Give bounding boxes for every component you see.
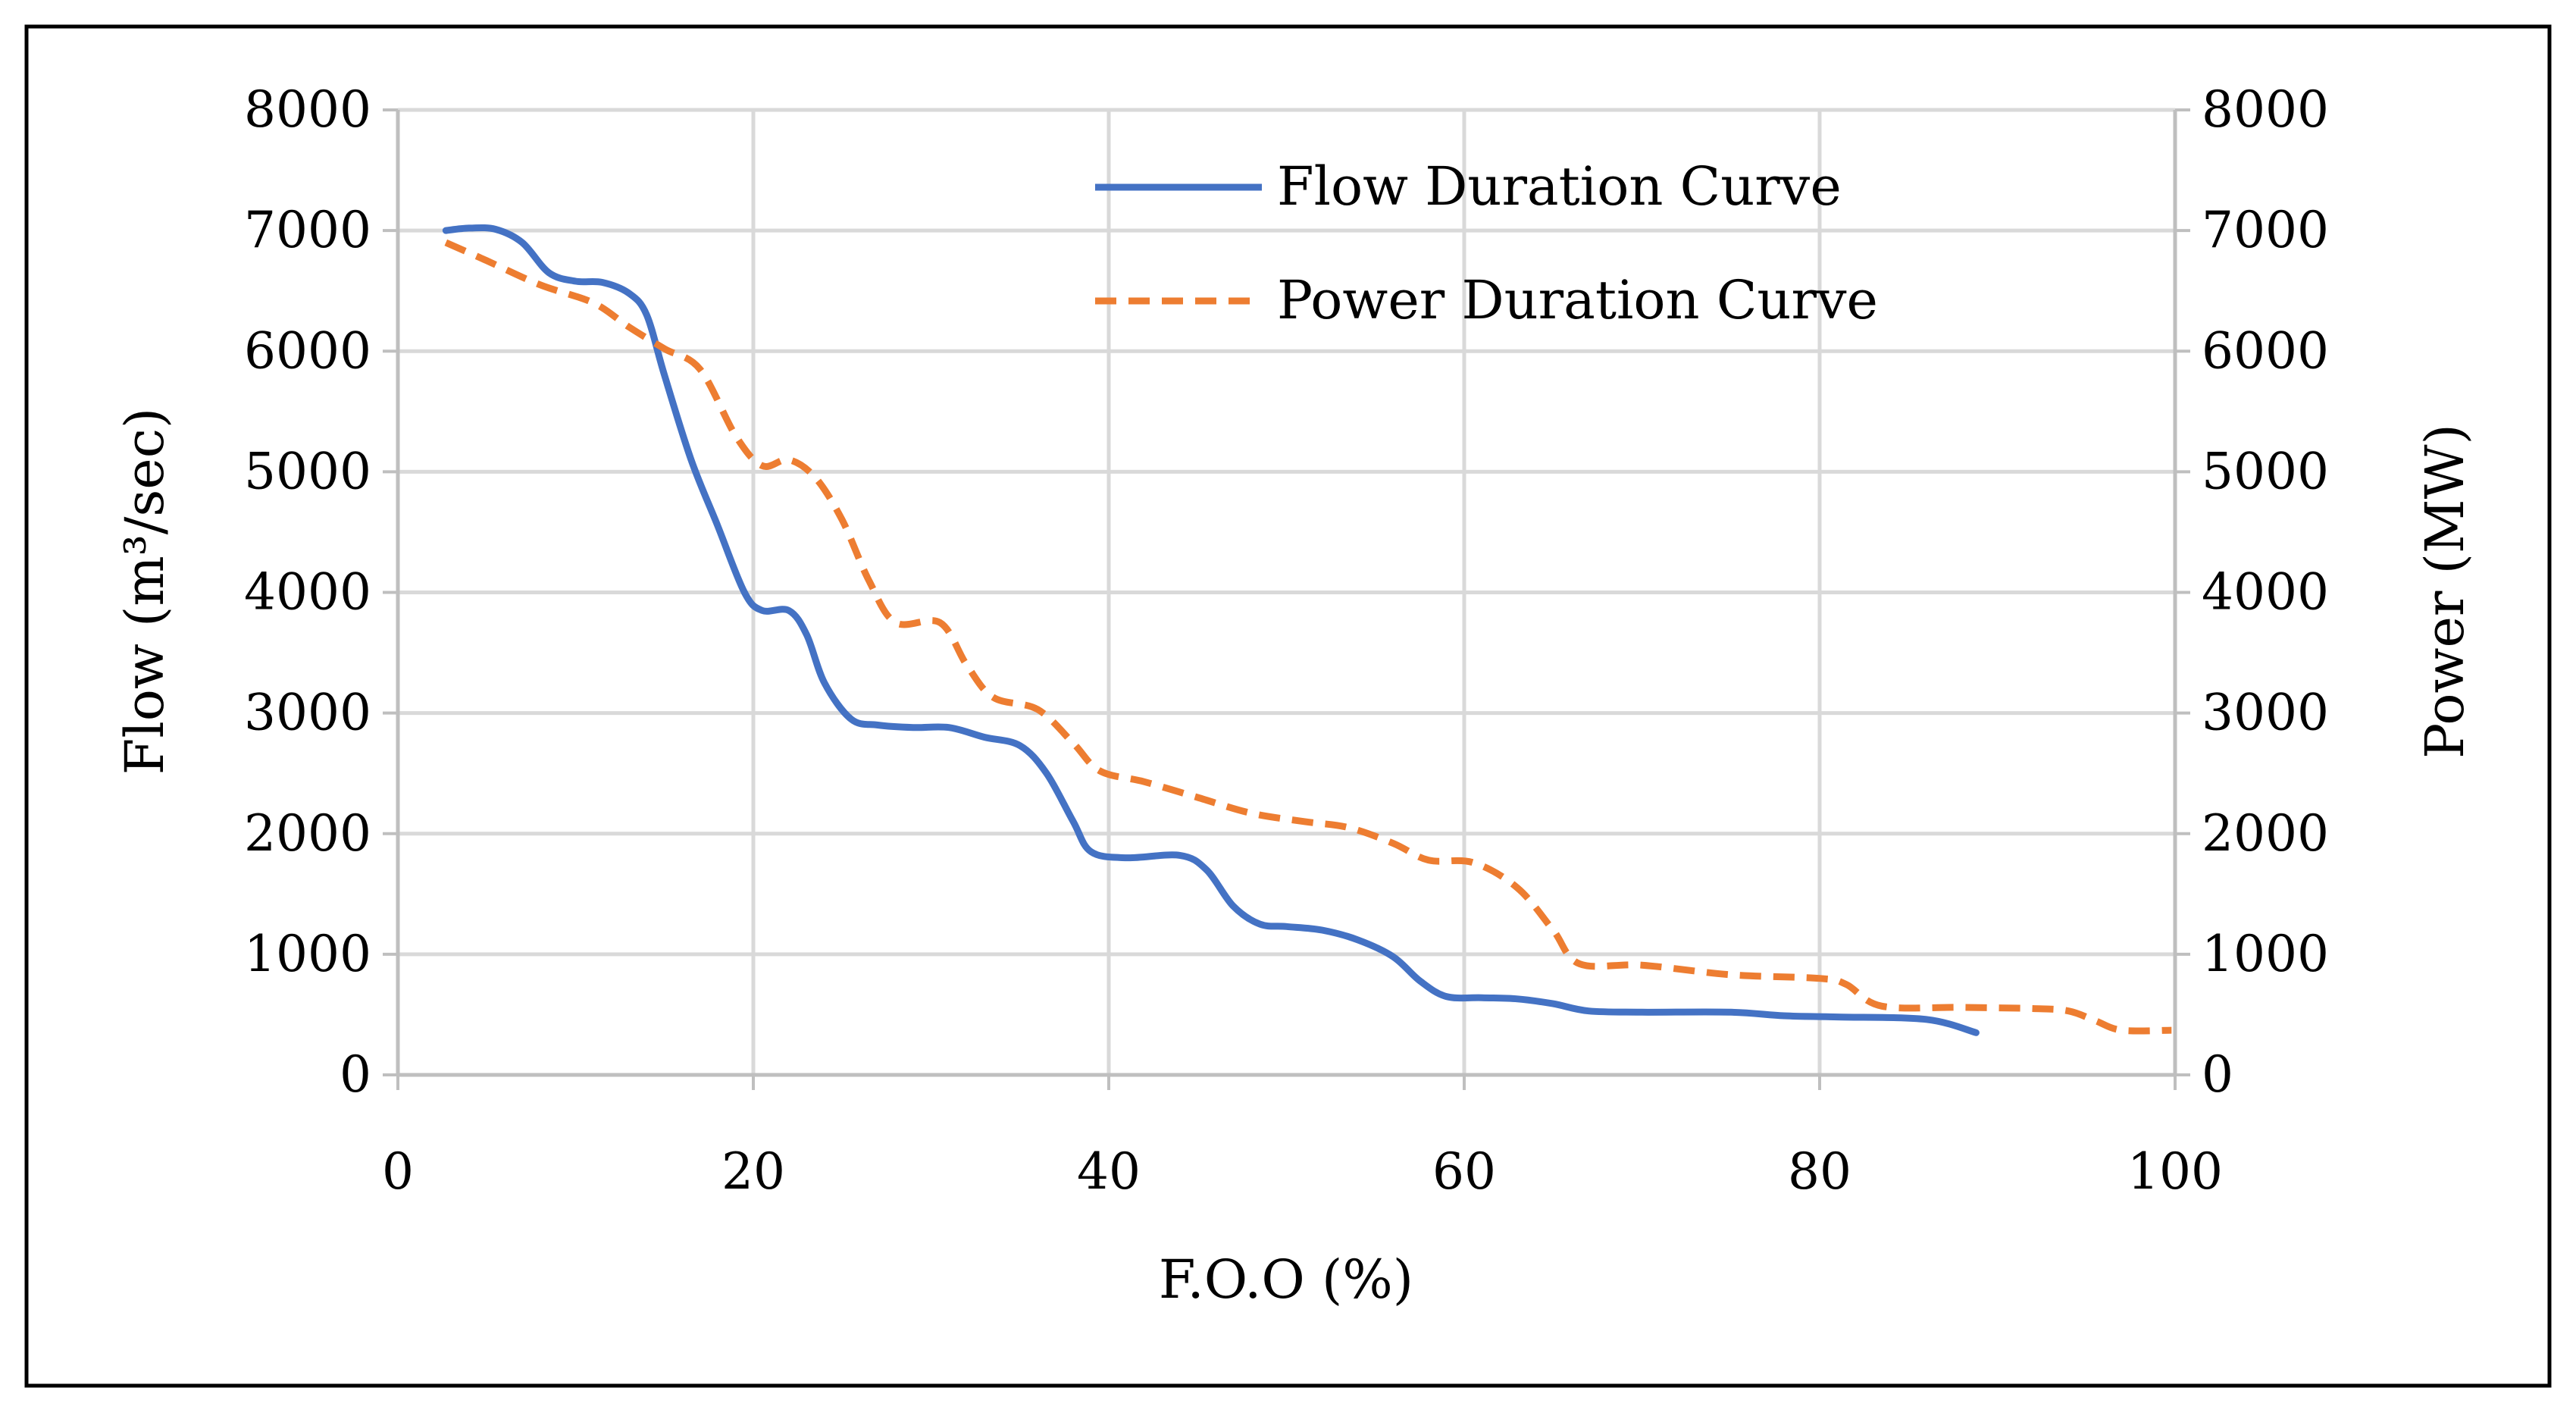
- y-tick-label-right: 6000: [2202, 321, 2329, 380]
- series-layer: [442, 224, 2172, 1036]
- y-axis-title-right: Power (MW): [2414, 424, 2476, 759]
- y-tick-label-right: 1000: [2202, 925, 2329, 983]
- y-tick-label-left: 3000: [244, 684, 371, 742]
- y-tick-label-right: 5000: [2202, 442, 2329, 500]
- y-tick-label-left: 6000: [244, 321, 371, 380]
- y-tick-label-right: 0: [2202, 1045, 2233, 1104]
- y-tick-label-left: 4000: [244, 563, 371, 622]
- x-tick-label: 80: [1788, 1142, 1851, 1201]
- y-tick-label-right: 8000: [2202, 80, 2329, 139]
- y-tick-label-left: 1000: [244, 925, 371, 983]
- legend: Flow Duration Curve Power Duration Curve: [1095, 155, 1878, 331]
- y-tick-label-left: 7000: [244, 201, 371, 259]
- x-tick-label: 0: [382, 1142, 414, 1201]
- y-tick-label-right: 2000: [2202, 804, 2329, 863]
- y-tick-label-right: 4000: [2202, 563, 2329, 622]
- x-tick-label: 40: [1077, 1142, 1141, 1201]
- tick-label-layer: 0100020003000400050006000700080000100020…: [244, 80, 2329, 1201]
- legend-label-power: Power Duration Curve: [1277, 269, 1878, 331]
- series-line-power: [444, 239, 2172, 1035]
- legend-label-flow: Flow Duration Curve: [1277, 155, 1842, 218]
- y-tick-label-left: 8000: [244, 80, 371, 139]
- x-tick-label: 100: [2127, 1142, 2223, 1201]
- x-tick-label: 60: [1432, 1142, 1496, 1201]
- series-line-flow: [442, 224, 1980, 1036]
- y-tick-label-right: 3000: [2202, 684, 2329, 742]
- x-tick-label: 20: [721, 1142, 785, 1201]
- y-axis-title-left: Flow (m³/sec): [114, 408, 176, 775]
- grid-layer: [398, 108, 2175, 1075]
- y-tick-label-right: 7000: [2202, 201, 2329, 259]
- x-axis-title: F.O.O (%): [1159, 1248, 1413, 1311]
- y-tick-label-left: 2000: [244, 804, 371, 863]
- y-tick-label-left: 0: [340, 1045, 371, 1104]
- y-tick-label-left: 5000: [244, 442, 371, 500]
- axes-layer: [383, 108, 2190, 1090]
- chart-frame: [24, 24, 2552, 1388]
